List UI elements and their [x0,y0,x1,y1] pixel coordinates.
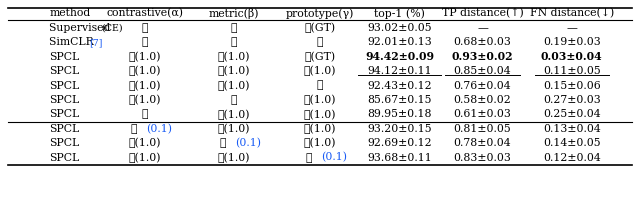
Text: 0.27±0.03: 0.27±0.03 [543,95,600,105]
Text: ✓: ✓ [220,138,227,148]
Text: ✓(1.0): ✓(1.0) [129,95,161,105]
Text: ✗: ✗ [317,81,323,91]
Text: 92.01±0.13: 92.01±0.13 [367,37,432,47]
Text: 0.85±0.04: 0.85±0.04 [454,66,511,76]
Text: 89.95±0.18: 89.95±0.18 [367,109,432,119]
Text: (0.1): (0.1) [321,152,347,163]
Text: ✓(1.0): ✓(1.0) [304,109,336,120]
Text: SPCL: SPCL [49,52,79,62]
Text: ✓(1.0): ✓(1.0) [218,109,250,120]
Text: 85.67±0.15: 85.67±0.15 [367,95,432,105]
Text: ✓(1.0): ✓(1.0) [218,123,250,134]
Text: ✗: ✗ [231,37,237,47]
Text: Supervised: Supervised [49,23,114,33]
Text: 93.68±0.11: 93.68±0.11 [367,153,432,163]
Text: 0.11±0.05: 0.11±0.05 [543,66,600,76]
Text: ✗: ✗ [231,95,237,105]
Text: 0.19±0.03: 0.19±0.03 [543,37,600,47]
Text: ✓(1.0): ✓(1.0) [304,138,336,148]
Text: contrastive(α): contrastive(α) [106,8,183,19]
Text: ✓(1.0): ✓(1.0) [129,80,161,91]
Text: (0.1): (0.1) [235,138,261,148]
Text: 0.12±0.04: 0.12±0.04 [543,153,600,163]
Text: TP distance(↑): TP distance(↑) [442,8,524,19]
Text: —: — [566,23,577,33]
Text: 0.76±0.04: 0.76±0.04 [454,81,511,91]
Text: ✓(GT): ✓(GT) [305,52,335,62]
Text: method: method [49,8,90,18]
Text: (0.1): (0.1) [146,124,172,134]
Text: SPCL: SPCL [49,95,79,105]
Text: SPCL: SPCL [49,109,79,119]
Text: ✓(1.0): ✓(1.0) [129,66,161,76]
Text: ✓(1.0): ✓(1.0) [218,52,250,62]
Text: 0.25±0.04: 0.25±0.04 [543,109,600,119]
Text: 0.83±0.03: 0.83±0.03 [454,153,511,163]
Text: SPCL: SPCL [49,138,79,148]
Text: 0.93±0.02: 0.93±0.02 [452,51,513,62]
Text: ✗: ✗ [317,37,323,47]
Text: SPCL: SPCL [49,81,79,91]
Text: metric(β): metric(β) [209,8,259,19]
Text: 0.68±0.03: 0.68±0.03 [454,37,511,47]
Text: ✓(1.0): ✓(1.0) [304,66,336,76]
Text: ✓(1.0): ✓(1.0) [218,152,250,163]
Text: ✓(1.0): ✓(1.0) [304,95,336,105]
Text: SPCL: SPCL [49,66,79,76]
Text: ✗: ✗ [141,109,148,119]
Text: top-1 (%): top-1 (%) [374,8,425,19]
Text: 92.43±0.12: 92.43±0.12 [367,81,432,91]
Text: 0.13±0.04: 0.13±0.04 [543,124,600,134]
Text: ✓(1.0): ✓(1.0) [304,123,336,134]
Text: SPCL: SPCL [49,153,79,163]
Text: ✗: ✗ [141,23,148,33]
Text: ✓: ✓ [306,153,312,163]
Text: SimCLR: SimCLR [49,37,97,47]
Text: ✓(1.0): ✓(1.0) [129,138,161,148]
Text: 93.20±0.15: 93.20±0.15 [367,124,432,134]
Text: 93.02±0.05: 93.02±0.05 [367,23,432,33]
Text: ✓(1.0): ✓(1.0) [218,80,250,91]
Text: ✓(1.0): ✓(1.0) [129,52,161,62]
Text: 0.58±0.02: 0.58±0.02 [454,95,511,105]
Text: (CE): (CE) [101,23,123,32]
Text: prototype(γ): prototype(γ) [286,8,354,19]
Text: —: — [477,23,488,33]
Text: 94.12±0.11: 94.12±0.11 [367,66,432,76]
Text: ✓: ✓ [141,37,148,47]
Text: 0.81±0.05: 0.81±0.05 [454,124,511,134]
Text: 0.03±0.04: 0.03±0.04 [541,51,602,62]
Text: 92.69±0.12: 92.69±0.12 [367,138,432,148]
Text: 0.78±0.04: 0.78±0.04 [454,138,511,148]
Text: 94.42±0.09: 94.42±0.09 [365,51,434,62]
Text: ✓: ✓ [131,124,137,134]
Text: ✓(GT): ✓(GT) [305,23,335,33]
Text: ✗: ✗ [231,23,237,33]
Text: 0.14±0.05: 0.14±0.05 [543,138,600,148]
Text: FN distance(↓): FN distance(↓) [529,8,614,19]
Text: ✓(1.0): ✓(1.0) [129,152,161,163]
Text: SPCL: SPCL [49,124,79,134]
Text: 0.15±0.06: 0.15±0.06 [543,81,600,91]
Text: ✓(1.0): ✓(1.0) [218,66,250,76]
Text: 0.61±0.03: 0.61±0.03 [454,109,511,119]
Text: [7]: [7] [89,38,102,47]
